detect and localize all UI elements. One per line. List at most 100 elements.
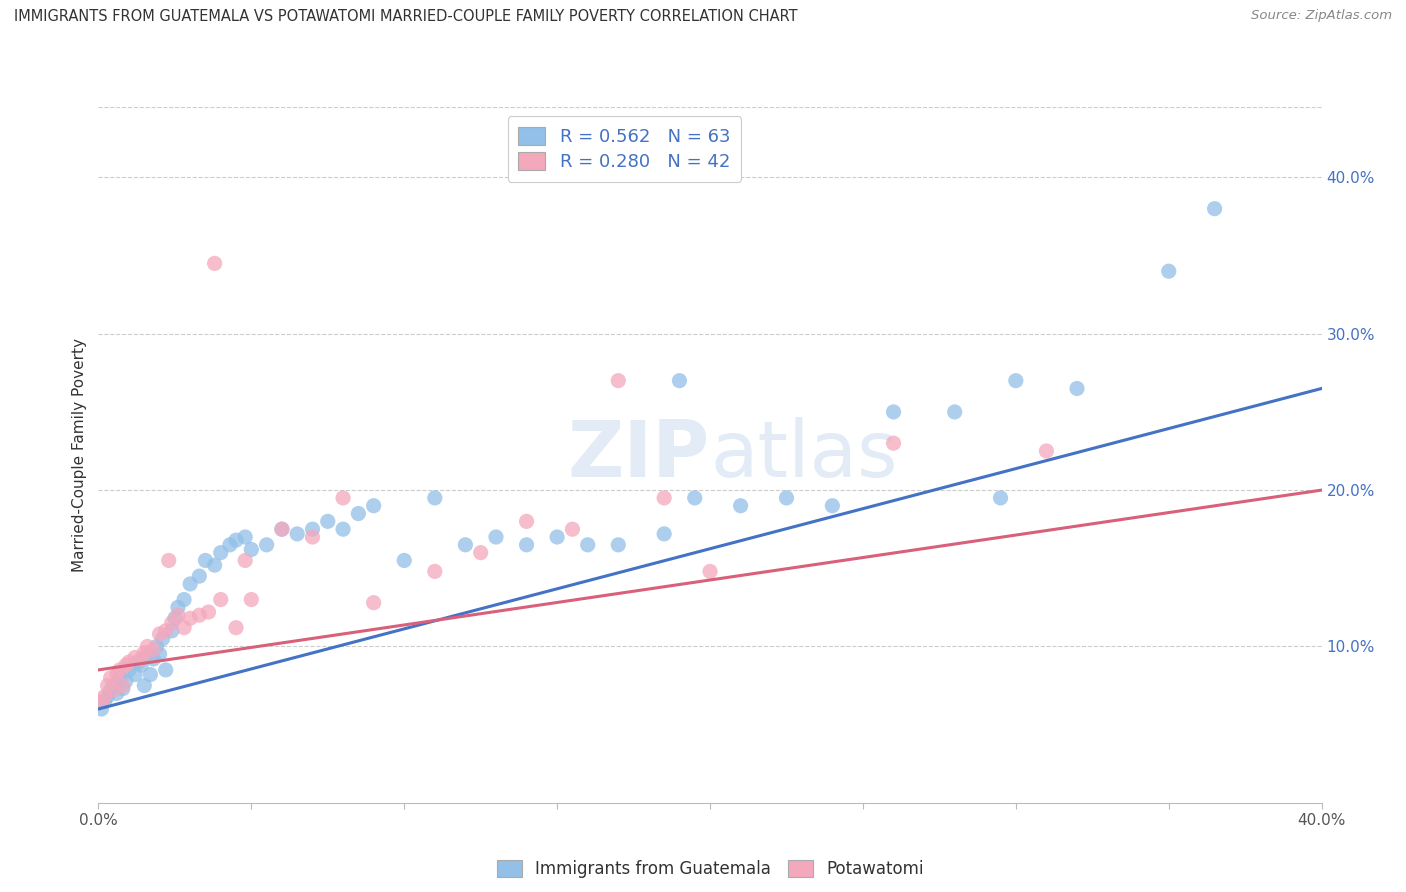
Point bbox=[332, 522, 354, 536]
Point bbox=[142, 652, 165, 666]
Point bbox=[108, 671, 131, 685]
Point bbox=[188, 608, 211, 623]
Point bbox=[883, 436, 905, 450]
Point bbox=[124, 650, 146, 665]
Point bbox=[561, 522, 583, 536]
Point bbox=[179, 577, 201, 591]
Point bbox=[90, 694, 112, 708]
Point bbox=[775, 491, 797, 505]
Point bbox=[943, 405, 966, 419]
Point bbox=[103, 683, 125, 698]
Point bbox=[134, 646, 156, 660]
Point bbox=[233, 553, 256, 567]
Point bbox=[225, 533, 247, 548]
Point bbox=[233, 530, 256, 544]
Point bbox=[100, 671, 122, 685]
Point bbox=[883, 405, 905, 419]
Point bbox=[134, 679, 156, 693]
Point bbox=[173, 621, 195, 635]
Point bbox=[1204, 202, 1226, 216]
Point bbox=[332, 491, 354, 505]
Point bbox=[423, 565, 446, 579]
Point bbox=[136, 647, 159, 661]
Point bbox=[173, 592, 195, 607]
Point bbox=[100, 683, 122, 698]
Point bbox=[118, 663, 141, 677]
Point bbox=[155, 624, 177, 638]
Point bbox=[97, 679, 120, 693]
Point bbox=[209, 592, 232, 607]
Point bbox=[129, 658, 152, 673]
Point bbox=[160, 615, 183, 630]
Point bbox=[118, 655, 141, 669]
Point bbox=[1157, 264, 1180, 278]
Point bbox=[363, 596, 385, 610]
Point bbox=[546, 530, 568, 544]
Point bbox=[1004, 374, 1026, 388]
Point bbox=[149, 647, 172, 661]
Point bbox=[652, 491, 675, 505]
Point bbox=[485, 530, 508, 544]
Point bbox=[516, 538, 538, 552]
Point bbox=[316, 514, 339, 528]
Point bbox=[363, 499, 385, 513]
Point bbox=[607, 374, 630, 388]
Point bbox=[652, 527, 675, 541]
Point bbox=[1066, 382, 1088, 396]
Point bbox=[105, 667, 128, 681]
Point bbox=[730, 499, 752, 513]
Point bbox=[219, 538, 242, 552]
Point bbox=[209, 546, 232, 560]
Text: Source: ZipAtlas.com: Source: ZipAtlas.com bbox=[1251, 9, 1392, 22]
Point bbox=[127, 655, 149, 669]
Point bbox=[152, 632, 174, 646]
Point bbox=[285, 527, 308, 541]
Point bbox=[163, 611, 186, 625]
Point bbox=[145, 640, 167, 654]
Point bbox=[139, 667, 162, 681]
Point bbox=[167, 600, 190, 615]
Point bbox=[699, 565, 721, 579]
Point bbox=[204, 256, 226, 270]
Point bbox=[821, 499, 844, 513]
Point bbox=[270, 522, 292, 536]
Point bbox=[93, 690, 115, 704]
Point bbox=[197, 605, 219, 619]
Point bbox=[167, 608, 190, 623]
Point bbox=[392, 553, 416, 567]
Point bbox=[179, 611, 201, 625]
Point bbox=[256, 538, 278, 552]
Point bbox=[105, 686, 128, 700]
Point bbox=[470, 546, 492, 560]
Point bbox=[990, 491, 1012, 505]
Point bbox=[225, 621, 247, 635]
Point bbox=[423, 491, 446, 505]
Point bbox=[97, 690, 120, 704]
Point bbox=[90, 702, 112, 716]
Point bbox=[683, 491, 706, 505]
Point bbox=[136, 640, 159, 654]
Point bbox=[240, 592, 263, 607]
Point bbox=[1035, 444, 1057, 458]
Point bbox=[155, 663, 177, 677]
Legend: Immigrants from Guatemala, Potawatomi: Immigrants from Guatemala, Potawatomi bbox=[491, 854, 929, 885]
Y-axis label: Married-Couple Family Poverty: Married-Couple Family Poverty bbox=[72, 338, 87, 572]
Point bbox=[188, 569, 211, 583]
Text: ZIP: ZIP bbox=[568, 417, 710, 493]
Point bbox=[157, 553, 180, 567]
Point bbox=[668, 374, 690, 388]
Point bbox=[149, 627, 172, 641]
Point bbox=[111, 679, 134, 693]
Point bbox=[115, 673, 138, 688]
Text: IMMIGRANTS FROM GUATEMALA VS POTAWATOMI MARRIED-COUPLE FAMILY POVERTY CORRELATIO: IMMIGRANTS FROM GUATEMALA VS POTAWATOMI … bbox=[14, 9, 797, 24]
Point bbox=[270, 522, 292, 536]
Point bbox=[240, 542, 263, 557]
Point bbox=[301, 522, 323, 536]
Point bbox=[204, 558, 226, 573]
Point bbox=[160, 624, 183, 638]
Point bbox=[111, 681, 134, 696]
Point bbox=[194, 553, 217, 567]
Point bbox=[142, 642, 165, 657]
Point bbox=[103, 679, 125, 693]
Point bbox=[301, 530, 323, 544]
